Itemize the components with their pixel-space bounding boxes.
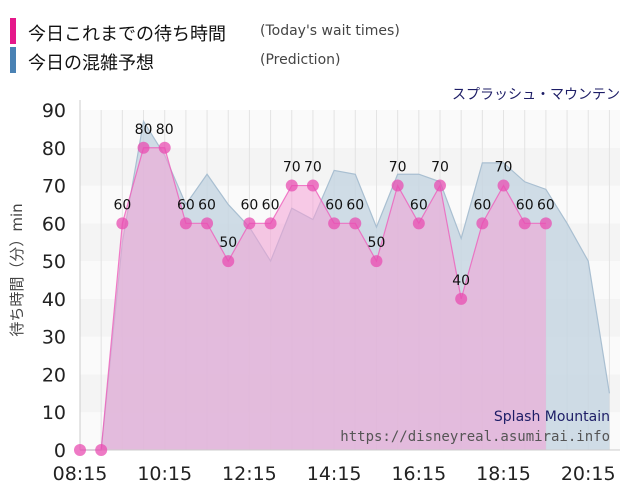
data-label: 60	[346, 197, 364, 213]
data-label: 60	[240, 197, 258, 213]
data-point	[539, 217, 552, 230]
y-tick-label: 50	[42, 251, 66, 273]
legend-item-prediction: 今日の混雑予想 (Prediction)	[10, 47, 610, 74]
data-point	[285, 179, 298, 192]
data-point	[306, 179, 319, 192]
data-point	[158, 141, 171, 154]
data-point	[243, 217, 256, 230]
data-label: 50	[219, 235, 237, 251]
data-point	[74, 444, 86, 456]
data-label: 80	[135, 122, 153, 138]
data-label: 70	[389, 160, 407, 176]
y-tick-label: 40	[42, 289, 66, 311]
data-label: 60	[113, 197, 131, 213]
data-label: 60	[198, 197, 216, 213]
data-label: 80	[156, 122, 174, 138]
data-point	[179, 217, 192, 230]
axes: 0 10 20 30 40 50 60 70 80 90 08:15 10:15 12:15 14:15 1…	[42, 100, 620, 485]
data-point	[370, 255, 383, 268]
legend-item-today: 今日これまでの待ち時間 (Today's wait times)	[10, 18, 610, 45]
x-tick-label: 14:15	[307, 463, 362, 485]
x-tick-label: 10:15	[137, 463, 192, 485]
legend-note-today: (Today's wait times)	[260, 23, 400, 39]
y-tick-label: 20	[42, 364, 66, 386]
data-label: 60	[516, 197, 534, 213]
x-tick-label: 12:15	[222, 463, 277, 485]
data-label: 60	[473, 197, 491, 213]
y-tick-label: 10	[42, 402, 66, 424]
y-tick-label: 0	[54, 440, 66, 462]
legend-label-today: 今日これまでの待ち時間	[28, 24, 226, 45]
credit-url: https://disneyreal.asumirai.info	[340, 429, 610, 445]
y-tick-label: 90	[42, 100, 66, 122]
data-label: 60	[262, 197, 280, 213]
data-label: 60	[410, 197, 428, 213]
data-point	[349, 217, 362, 230]
data-label: 70	[283, 160, 301, 176]
legend-swatch-prediction	[10, 47, 16, 73]
data-label: 50	[368, 235, 386, 251]
data-label: 70	[495, 160, 513, 176]
today-markers	[74, 141, 552, 456]
data-point	[137, 141, 150, 154]
legend-note-prediction: (Prediction)	[260, 52, 341, 68]
legend-label-prediction: 今日の混雑予想	[28, 53, 154, 74]
data-point	[518, 217, 531, 230]
data-point	[434, 179, 446, 192]
x-tick-label: 18:15	[476, 463, 531, 485]
data-point	[222, 255, 235, 268]
legend-swatch-today	[10, 18, 16, 44]
attraction-name-jp: スプラッシュ・マウンテン	[452, 87, 620, 103]
data-point	[412, 217, 425, 230]
x-tick-label: 20:15	[561, 463, 616, 485]
x-tick-label: 16:15	[391, 463, 446, 485]
y-tick-label: 80	[42, 138, 66, 160]
x-tick-label: 08:15	[53, 463, 108, 485]
y-tick-label: 70	[42, 176, 66, 198]
data-label: 40	[452, 273, 470, 289]
grid-band	[80, 110, 620, 148]
data-point	[201, 217, 214, 230]
credit-name: Splash Mountain	[494, 409, 610, 425]
data-point	[391, 179, 404, 192]
y-tick-label: 30	[42, 327, 66, 349]
data-label: 60	[325, 197, 343, 213]
data-label: 70	[431, 160, 449, 176]
y-axis-title: 待ち時間（分）min	[8, 203, 26, 336]
data-label: 60	[537, 197, 555, 213]
data-point	[95, 444, 108, 456]
data-point	[328, 217, 341, 230]
y-tick-label: 60	[42, 213, 66, 235]
data-point	[497, 179, 510, 192]
data-point	[476, 217, 489, 230]
data-label: 70	[304, 160, 322, 176]
data-point	[455, 292, 468, 305]
data-point	[116, 217, 129, 230]
data-label: 60	[177, 197, 195, 213]
data-point	[264, 217, 277, 230]
